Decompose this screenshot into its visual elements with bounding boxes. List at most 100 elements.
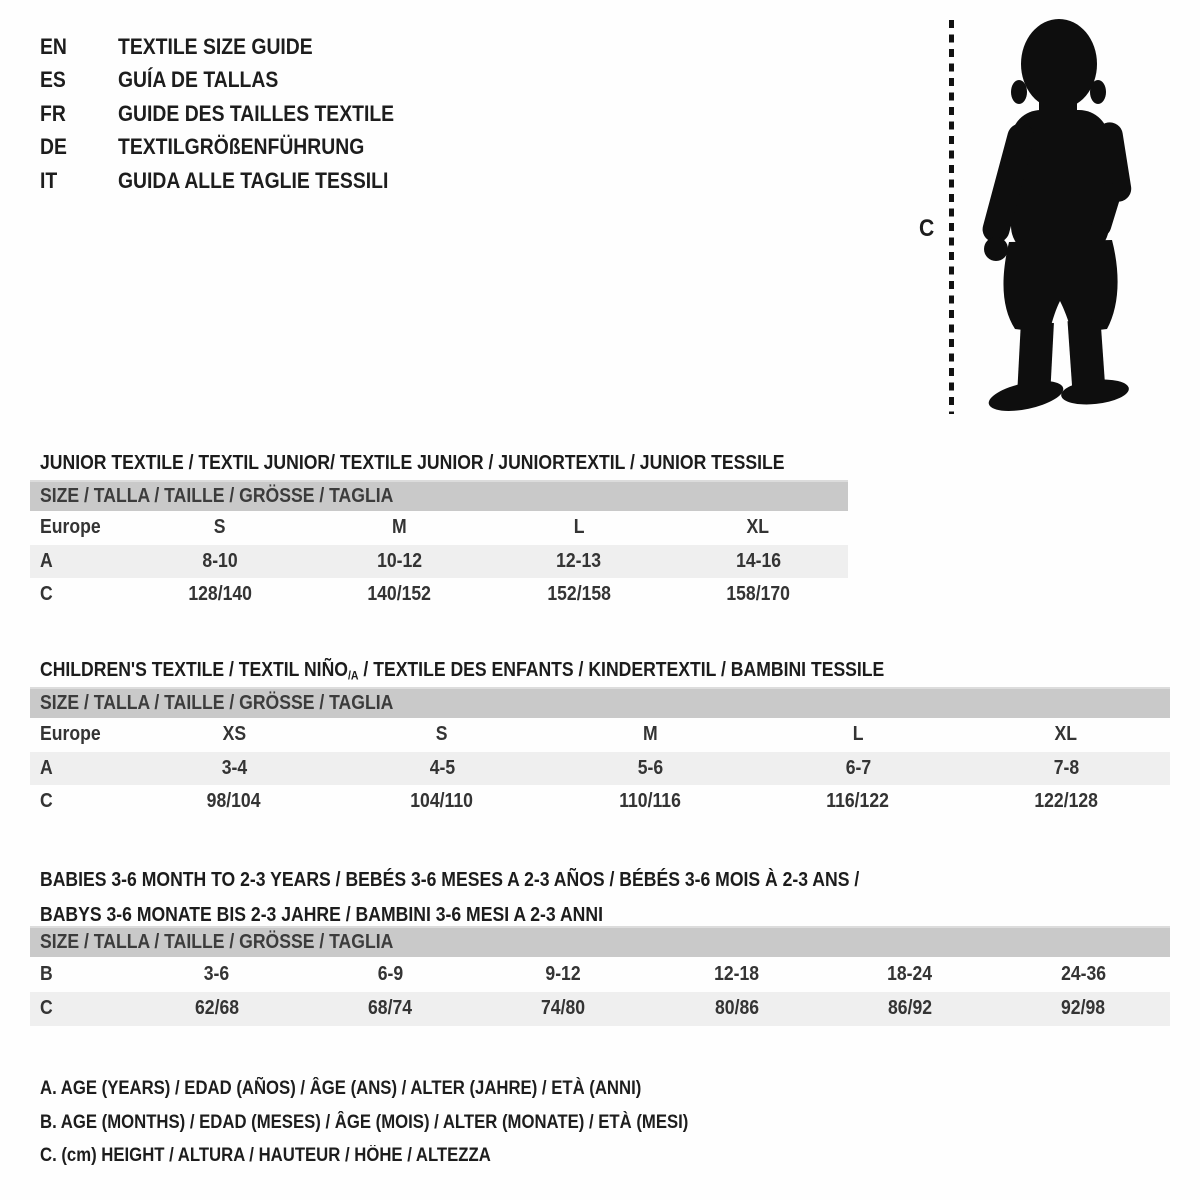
lang-row-es: ES GUÍA DE TALLAS (40, 64, 432, 98)
lang-title: TEXTILGRÖßENFÜHRUNG (118, 134, 365, 160)
height-cell: 110/116 (619, 790, 681, 813)
children-size-table-header: SIZE / TALLA / TAILLE / GRÖSSE / TAGLIA (30, 687, 1170, 718)
junior-size-table: SIZE / TALLA / TAILLE / GRÖSSE / TAGLIA … (30, 480, 848, 612)
row-label: Europe (40, 516, 101, 539)
size-cell: XS (222, 723, 246, 746)
height-cell: 122/128 (1034, 790, 1098, 813)
height-cell: 116/122 (826, 790, 890, 813)
age-cell: 7-8 (1053, 756, 1079, 779)
size-cell: S (436, 723, 448, 746)
toddler-silhouette-icon (982, 19, 1132, 411)
height-cell: 86/92 (887, 997, 932, 1020)
age-cell: 9-12 (545, 963, 581, 985)
lang-title: TEXTILE SIZE GUIDE (118, 33, 313, 59)
junior-size-table-header: SIZE / TALLA / TAILLE / GRÖSSE / TAGLIA (30, 480, 848, 511)
title-subscript: /A (347, 667, 359, 682)
size-cell: L (573, 516, 585, 539)
age-cell: 3-4 (221, 756, 247, 779)
age-cell: 8-10 (202, 549, 238, 572)
babies-section-title-line2: BABYS 3-6 MONATE BIS 2-3 JAHRE / BAMBINI… (40, 903, 680, 927)
age-cell: 24-36 (1060, 963, 1106, 985)
children-section-title-text: CHILDREN'S TEXTILE / TEXTIL NIÑO/A / TEX… (40, 658, 884, 687)
height-figure: C (905, 12, 1185, 424)
table-row: C 62/68 68/74 74/80 80/86 86/92 92/98 (30, 992, 1170, 1026)
table-row: B 3-6 6-9 9-12 12-18 18-24 24-36 (30, 957, 1170, 992)
babies-size-table-header: SIZE / TALLA / TAILLE / GRÖSSE / TAGLIA (30, 926, 1170, 957)
row-label: A (40, 549, 53, 572)
lang-row-en: EN TEXTILE SIZE GUIDE (40, 30, 432, 64)
table-row: A 3-4 4-5 5-6 6-7 7-8 (30, 751, 1170, 785)
lang-title: GUÍA DE TALLAS (118, 67, 279, 93)
babies-size-table: SIZE / TALLA / TAILLE / GRÖSSE / TAGLIA … (30, 926, 1170, 1026)
height-cell: 80/86 (714, 997, 759, 1020)
height-cell: 98/104 (207, 790, 261, 813)
lang-code: FR (40, 100, 66, 126)
age-cell: 4-5 (429, 756, 455, 779)
height-cell: 128/140 (187, 583, 252, 606)
age-cell: 18-24 (887, 963, 933, 985)
junior-section-title: JUNIOR TEXTILE / TEXTIL JUNIOR/ TEXTILE … (40, 451, 886, 475)
lang-row-it: IT GUIDA ALLE TAGLIE TESSILI (40, 164, 432, 198)
footnote-text: B. AGE (MONTHS) / EDAD (MESES) / ÂGE (MO… (40, 1111, 689, 1133)
lang-code: ES (40, 67, 66, 93)
size-header-label: SIZE / TALLA / TAILLE / GRÖSSE / TAGLIA (40, 692, 394, 714)
junior-section-title-text: JUNIOR TEXTILE / TEXTIL JUNIOR/ TEXTILE … (40, 451, 785, 474)
table-row: A 8-10 10-12 12-13 14-16 (30, 544, 848, 578)
size-cell: M (642, 723, 658, 746)
height-cell: 68/74 (367, 997, 413, 1020)
title-part: / TEXTILE DES ENFANTS / KINDERTEXTIL / B… (358, 658, 885, 681)
lang-code: DE (40, 134, 67, 160)
footnote-age-months: B. AGE (MONTHS) / EDAD (MESES) / ÂGE (MO… (40, 1106, 777, 1140)
lang-code: EN (40, 33, 67, 59)
row-label: B (40, 963, 53, 985)
height-cell: 152/158 (546, 583, 611, 606)
lang-title: GUIDA ALLE TAGLIE TESSILI (118, 167, 389, 193)
height-cell: 74/80 (541, 997, 586, 1020)
size-cell: XL (1054, 723, 1078, 746)
babies-section-title-line1: BABIES 3-6 MONTH TO 2-3 YEARS / BEBÉS 3-… (40, 868, 971, 892)
height-cell: 158/170 (726, 583, 791, 606)
footnotes: A. AGE (YEARS) / EDAD (AÑOS) / ÂGE (ANS)… (40, 1072, 777, 1173)
lang-row-fr: FR GUIDE DES TAILLES TEXTILE (40, 97, 432, 131)
babies-section-title-text: BABIES 3-6 MONTH TO 2-3 YEARS / BEBÉS 3-… (40, 868, 860, 891)
age-cell: 12-18 (714, 963, 760, 985)
size-cell: S (213, 516, 226, 539)
row-label: Europe (40, 723, 101, 746)
language-title-list: EN TEXTILE SIZE GUIDE ES GUÍA DE TALLAS … (40, 30, 432, 198)
row-label: C (40, 583, 53, 606)
footnote-age-years: A. AGE (YEARS) / EDAD (AÑOS) / ÂGE (ANS)… (40, 1072, 777, 1106)
footnote-text: A. AGE (YEARS) / EDAD (AÑOS) / ÂGE (ANS)… (40, 1078, 642, 1099)
size-cell: L (852, 723, 864, 746)
table-row: C 98/104 104/110 110/116 116/122 122/128 (30, 785, 1170, 819)
size-cell: XL (747, 516, 770, 539)
height-dashed-line (949, 20, 954, 414)
footnote-text: C. (cm) HEIGHT / ALTURA / HAUTEUR / HÖHE… (40, 1145, 491, 1166)
table-row: Europe XS S M L XL (30, 718, 1170, 752)
row-label: C (40, 790, 53, 813)
age-cell: 12-13 (556, 549, 602, 572)
row-label: A (40, 756, 53, 779)
babies-section-title-text: BABYS 3-6 MONATE BIS 2-3 JAHRE / BAMBINI… (40, 903, 603, 926)
title-part: CHILDREN'S TEXTILE / TEXTIL NIÑO (40, 658, 348, 681)
age-cell: 14-16 (735, 549, 781, 572)
height-cell: 140/152 (367, 583, 432, 606)
age-cell: 3-6 (203, 963, 230, 985)
table-row: Europe S M L XL (30, 511, 848, 545)
size-cell: M (391, 516, 407, 539)
age-cell: 10-12 (376, 549, 422, 572)
size-header-label: SIZE / TALLA / TAILLE / GRÖSSE / TAGLIA (40, 931, 394, 953)
height-cell: 104/110 (410, 790, 474, 813)
table-row: C 128/140 140/152 152/158 158/170 (30, 578, 848, 612)
lang-code: IT (40, 167, 58, 193)
children-section-title: CHILDREN'S TEXTILE / TEXTIL NIÑO/A / TEX… (40, 658, 999, 687)
age-cell: 6-7 (845, 756, 871, 779)
age-cell: 5-6 (637, 756, 663, 779)
size-header-label: SIZE / TALLA / TAILLE / GRÖSSE / TAGLIA (40, 485, 394, 507)
children-size-table: SIZE / TALLA / TAILLE / GRÖSSE / TAGLIA … (30, 687, 1170, 819)
height-measure-label: C (919, 215, 935, 242)
height-cell: 62/68 (194, 997, 239, 1020)
age-cell: 6-9 (377, 963, 403, 985)
lang-title: GUIDE DES TAILLES TEXTILE (118, 100, 395, 126)
height-cell: 92/98 (1061, 997, 1106, 1020)
